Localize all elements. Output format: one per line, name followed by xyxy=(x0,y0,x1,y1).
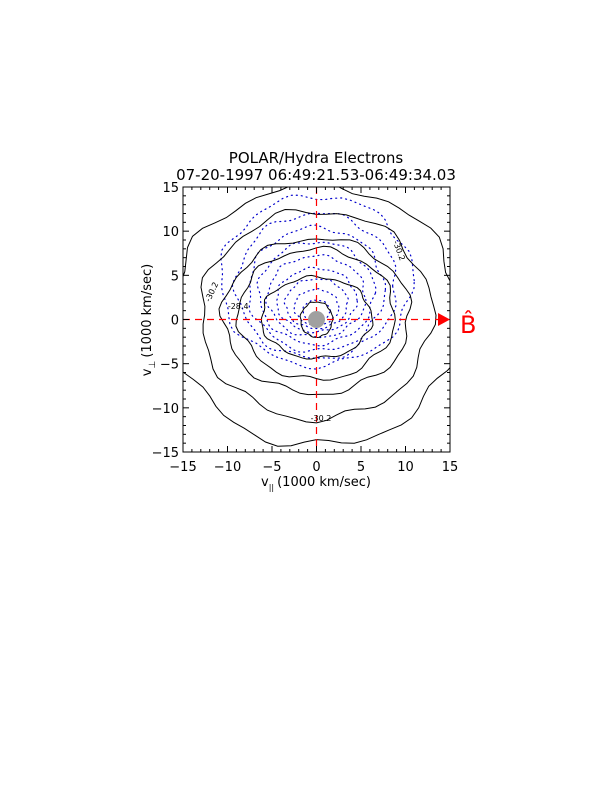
chart-title: POLAR/Hydra Electrons xyxy=(229,149,404,167)
y-tick-label: 0 xyxy=(171,314,179,329)
origin-disc xyxy=(308,311,325,328)
x-tick-label: 15 xyxy=(442,460,459,475)
y-tick-label: 15 xyxy=(162,181,179,196)
x-axis-units: (1000 km/sec) xyxy=(277,475,371,490)
dotted-contour-line xyxy=(220,194,415,370)
x-axis-symbol: v xyxy=(261,475,269,490)
y-axis-units: (1000 km/sec) xyxy=(140,264,155,358)
solid-contour-line xyxy=(218,238,413,396)
contour-level-label: -30.2 xyxy=(391,239,407,262)
y-tick-label: 10 xyxy=(162,225,179,240)
dotted-contour-line xyxy=(293,288,340,326)
axis-ticks: −15 −10 −5 0 5 10 15 −15 −10 −5 0 5 10 15 xyxy=(152,181,459,475)
y-tick-label: −10 xyxy=(152,402,179,417)
y-axis-symbol: v xyxy=(140,368,155,376)
x-axis-label: v|| (1000 km/sec) xyxy=(261,475,371,492)
solid-contour-line xyxy=(260,274,374,360)
solid-contours xyxy=(183,187,450,447)
contour-level-label: -30.2 xyxy=(203,281,220,304)
x-tick-label: −5 xyxy=(262,460,281,475)
y-axis-label: v⊥ (1000 km/sec) xyxy=(140,264,158,376)
field-direction-arrowhead xyxy=(438,313,450,326)
chart-subtitle: 07-20-1997 06:49:21.53-06:49:34.03 xyxy=(176,166,456,184)
y-axis-subscript: ⊥ xyxy=(148,361,158,369)
y-tick-label: 5 xyxy=(171,269,179,284)
solid-contour-line xyxy=(200,208,437,424)
dotted-contour-line xyxy=(276,266,359,334)
field-direction-label: B̂ xyxy=(460,311,476,339)
contour-level-label: -30.2 xyxy=(311,414,332,423)
x-tick-label: −10 xyxy=(214,460,241,475)
dotted-contour-line xyxy=(283,278,349,330)
contour-level-label: -28.4 xyxy=(228,302,249,311)
x-tick-label: −15 xyxy=(169,460,196,475)
x-tick-label: 10 xyxy=(397,460,414,475)
dotted-contour-line xyxy=(256,241,377,347)
solid-contour-line xyxy=(183,187,450,447)
x-tick-label: 0 xyxy=(312,460,320,475)
x-axis-subscript: || xyxy=(269,483,274,492)
y-tick-label: −5 xyxy=(160,358,179,373)
solid-contour-line xyxy=(235,245,396,381)
solid-contour-line xyxy=(299,301,334,338)
y-tick-label: −15 xyxy=(152,446,179,461)
x-tick-label: 5 xyxy=(357,460,365,475)
